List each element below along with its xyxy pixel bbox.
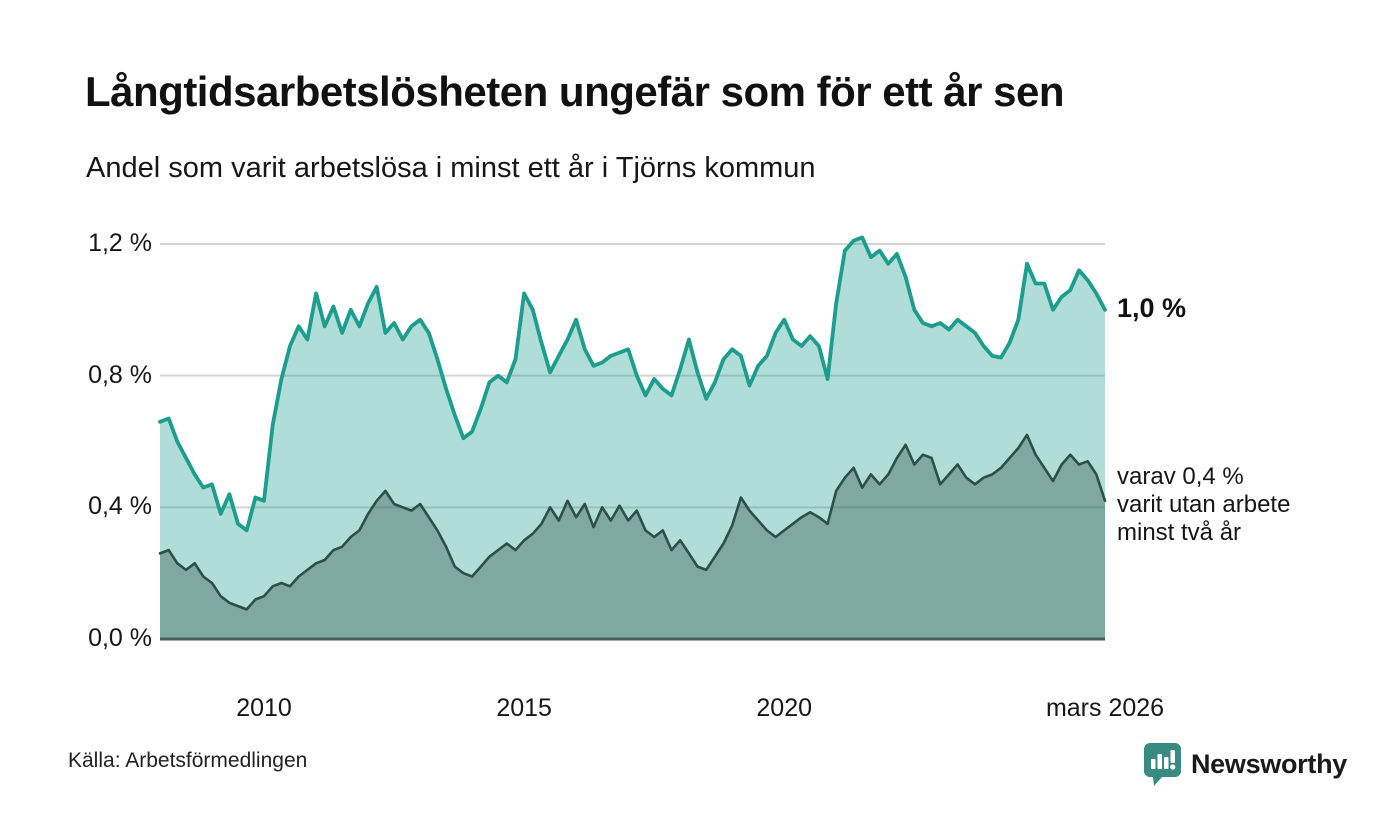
x-axis-tick: mars 2026: [1045, 694, 1165, 722]
x-axis-tick: 2015: [496, 694, 552, 722]
newsworthy-bubble-chart-icon: [1143, 742, 1182, 787]
y-axis-tick: 1,2 %: [88, 229, 152, 257]
series-end-label-one-year: 1,0 %: [1117, 293, 1187, 323]
newsworthy-logo: Newsworthy: [1143, 742, 1347, 787]
end-label-line: varav 0,4 %: [1117, 463, 1244, 490]
end-label-line: minst två år: [1117, 519, 1242, 546]
chart-title: Långtidsarbetslösheten ungefär som för e…: [85, 68, 1065, 115]
y-axis-tick: 0,4 %: [88, 492, 152, 521]
newsworthy-wordmark: Newsworthy: [1190, 749, 1347, 779]
y-axis-tick: 0,8 %: [88, 360, 152, 389]
source-credit: Källa: Arbetsförmedlingen: [68, 749, 308, 772]
chart-subtitle: Andel som varit arbetslösa i minst ett å…: [86, 152, 816, 184]
x-axis-tick: 2010: [236, 694, 292, 722]
series-end-label-two-years: varav 0,4 % varit utan arbete minst två …: [1117, 463, 1290, 547]
x-axis-tick: 2020: [756, 694, 813, 722]
end-label-line: varit utan arbete: [1117, 491, 1291, 518]
y-axis-tick: 0,0 %: [88, 624, 152, 652]
